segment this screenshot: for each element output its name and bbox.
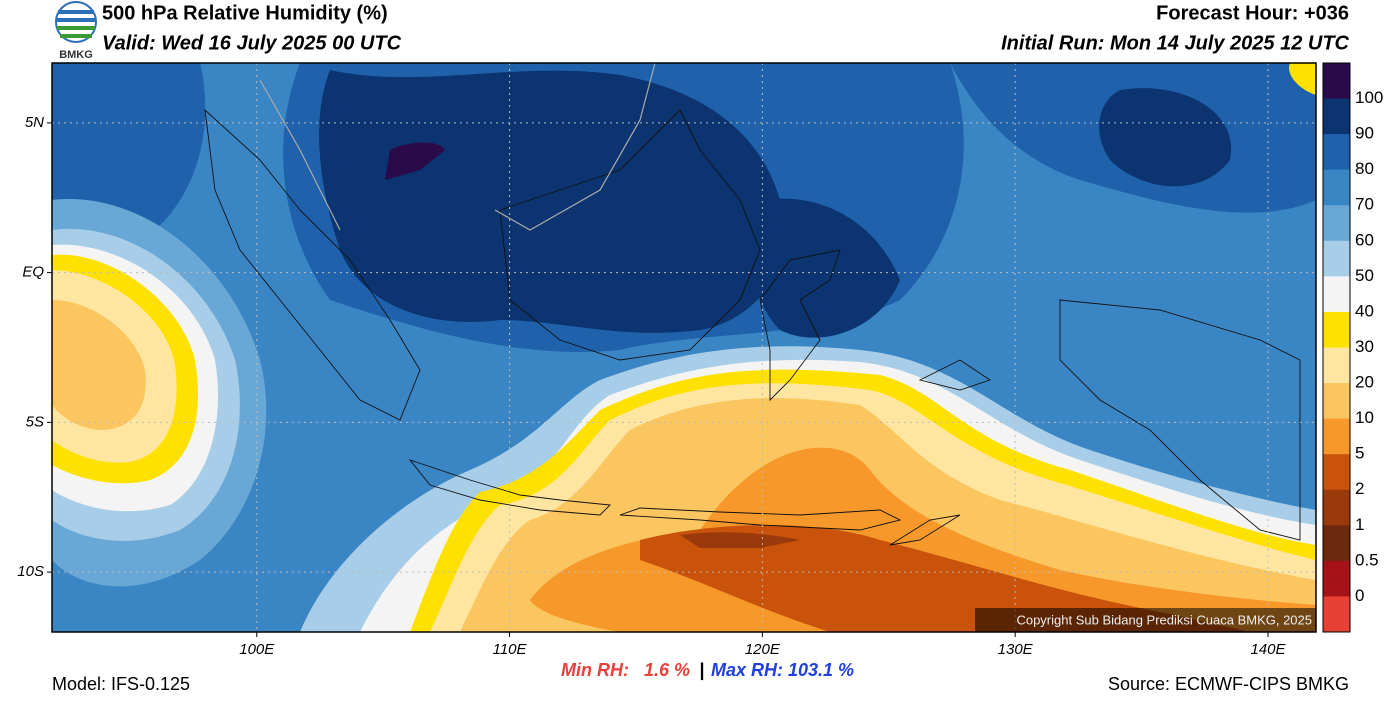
copyright: Copyright Sub Bidang Prediksi Cuaca BMKG…: [1016, 612, 1312, 627]
colorbar-label: 5: [1355, 444, 1364, 463]
title: 500 hPa Relative Humidity (%): [102, 2, 388, 24]
colorbar-cell: [1323, 383, 1350, 420]
colorbar-label: 90: [1355, 124, 1374, 143]
colorbar-label: 100: [1355, 88, 1383, 107]
colorbar-cell: [1323, 63, 1350, 100]
colorbar-label: 20: [1355, 373, 1374, 392]
separator: |: [699, 660, 704, 680]
colorbar-frame: [1322, 62, 1351, 633]
colorbar-cell: [1323, 525, 1350, 562]
initial-run: Initial Run: Mon 14 July 2025 12 UTC: [1001, 32, 1349, 54]
lon-tick-label: 140E: [1250, 641, 1286, 658]
colorbar-cell: [1323, 240, 1350, 277]
forecast-hour: Forecast Hour: +036: [1156, 2, 1349, 24]
copyright-box: [975, 608, 1316, 632]
lon-tick-label: 110E: [493, 641, 528, 658]
colorbar-label: 10: [1355, 408, 1374, 427]
logo: BMKG: [55, 1, 97, 61]
lat-tick-label: 5N: [25, 114, 44, 131]
colorbar-label: 0: [1355, 586, 1364, 605]
colorbar-label: 0.5: [1355, 550, 1379, 569]
colorbar-cell: [1323, 560, 1350, 597]
max-rh: Max RH: 103.1 %: [711, 660, 854, 680]
colorbar-label: 1: [1355, 515, 1364, 534]
lon-tick-label: 120E: [745, 641, 781, 658]
colorbar-label: 70: [1355, 195, 1374, 214]
colorbar-cell: [1323, 489, 1350, 526]
colorbar-cell: [1323, 418, 1350, 455]
colorbar-cell: [1323, 596, 1350, 633]
colorbar-label: 80: [1355, 159, 1374, 178]
colorbar-label: 40: [1355, 301, 1374, 320]
colorbar-cell: [1323, 311, 1350, 348]
colorbar-cell: [1323, 98, 1350, 135]
colorbar: 100 90 80 70 60 50 40 30 20 10 5 2 1 0.5 0: [1322, 62, 1383, 633]
min-rh: Min RH: 1.6 %: [561, 660, 690, 680]
lat-tick-label: 10S: [17, 563, 44, 580]
lat-tick-label: EQ: [22, 264, 44, 281]
colorbar-cell: [1323, 134, 1350, 171]
graticule: [47, 63, 1316, 637]
lon-tick-label: 130E: [998, 641, 1034, 658]
colorbar-label: 2: [1355, 479, 1364, 498]
source: Source: ECMWF-CIPS BMKG: [1108, 674, 1349, 694]
lat-tick-label: 5S: [26, 413, 44, 430]
map-frame: [51, 62, 1317, 633]
logo-text: BMKG: [59, 49, 93, 61]
colorbar-label: 30: [1355, 337, 1374, 356]
colorbar-label: 50: [1355, 266, 1374, 285]
colorbar-cell: [1323, 347, 1350, 384]
colorbar-cell: [1323, 169, 1350, 206]
colorbar-cell: [1323, 276, 1350, 313]
colorbar-cell: [1323, 454, 1350, 491]
colorbar-label: 60: [1355, 230, 1374, 249]
lon-tick-label: 100E: [239, 641, 275, 658]
valid-time: Valid: Wed 16 July 2025 00 UTC: [102, 32, 402, 54]
colorbar-cell: [1323, 205, 1350, 242]
humidity-field: [52, 63, 1316, 632]
model: Model: IFS-0.125: [52, 674, 190, 694]
